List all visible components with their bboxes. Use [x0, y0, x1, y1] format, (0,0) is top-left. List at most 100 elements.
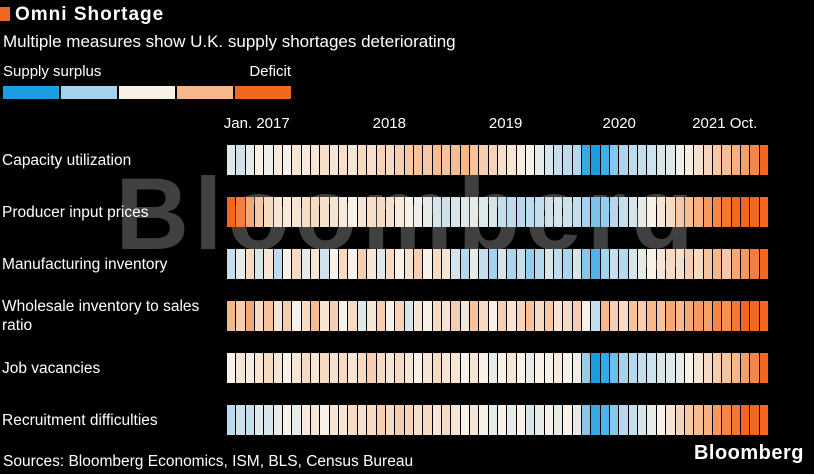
heatmap-cell: [311, 197, 320, 227]
heatmap-cell: [441, 405, 451, 435]
heatmap-cell: [703, 301, 712, 331]
heatmap-cell: [292, 353, 301, 383]
heatmap-cell: [273, 145, 283, 175]
heatmap-cell: [684, 405, 694, 435]
heatmap-cell: [441, 197, 451, 227]
heatmap-cell: [759, 249, 768, 279]
heatmap-cell: [320, 405, 329, 435]
heatmap-row: Wholesale inventory to sales ratio: [0, 298, 814, 334]
legend-color-scale: [3, 86, 291, 99]
heatmap-cell: [647, 249, 656, 279]
heatmap-cell: [413, 145, 423, 175]
heatmap-cell: [563, 353, 572, 383]
heatmap-cell: [488, 197, 497, 227]
heatmap-cell: [264, 405, 273, 435]
heatmap-cell: [441, 249, 451, 279]
heatmap-cell: [600, 197, 610, 227]
heatmap-cell: [348, 145, 357, 175]
heatmap-cell: [666, 353, 675, 383]
heatmap-cell: [712, 301, 722, 331]
heatmap-cell: [591, 301, 600, 331]
heatmap-cell: [385, 353, 395, 383]
heatmap-cell: [582, 197, 591, 227]
heatmap-cell: [731, 405, 740, 435]
heatmap-cell: [722, 145, 731, 175]
heatmap-cell: [619, 249, 628, 279]
heatmap-cell: [666, 145, 675, 175]
bloomberg-logo: Bloomberg: [693, 442, 804, 464]
heatmap-cell: [694, 301, 703, 331]
heatmap-cell: [441, 301, 451, 331]
heatmap-cell: [255, 353, 264, 383]
heatmap-cell: [339, 405, 348, 435]
heatmap-cell: [731, 301, 740, 331]
heatmap-cell: [582, 405, 591, 435]
heatmap-cell: [460, 353, 469, 383]
heatmap-cell: [544, 301, 554, 331]
heatmap-cell: [227, 197, 236, 227]
color-legend: Supply surplus Deficit: [3, 63, 291, 99]
heatmap-cell: [273, 197, 283, 227]
heatmap-cell: [722, 353, 731, 383]
x-axis-tick: 2020: [602, 115, 636, 132]
legend-segment: [119, 86, 175, 99]
heatmap-cell: [572, 301, 582, 331]
x-axis-tick: 2018: [372, 115, 406, 132]
heatmap-cell: [404, 197, 413, 227]
heatmap-cell: [395, 145, 404, 175]
heatmap-cell: [339, 301, 348, 331]
heatmap-cell: [432, 145, 441, 175]
heatmap-cell: [619, 301, 628, 331]
heatmap-cell: [460, 301, 469, 331]
heatmap-cell: [395, 197, 404, 227]
heatmap-cell: [479, 249, 488, 279]
heatmap-cell: [329, 405, 339, 435]
heatmap-cell: [638, 197, 647, 227]
heatmap-cell: [385, 197, 395, 227]
heatmap-cell: [526, 301, 535, 331]
heatmap-cell: [712, 197, 722, 227]
heatmap-cell: [684, 301, 694, 331]
heatmap-cell: [656, 405, 666, 435]
heatmap-cell: [236, 301, 245, 331]
heatmap-cell: [255, 249, 264, 279]
heatmap-cell: [339, 145, 348, 175]
heatmap-cell: [750, 405, 759, 435]
heatmap-cell: [236, 197, 245, 227]
heatmap-cell: [722, 197, 731, 227]
heatmap-cell: [451, 249, 460, 279]
heatmap-cell: [348, 301, 357, 331]
heatmap-cell: [628, 249, 638, 279]
heatmap-cell: [469, 353, 479, 383]
heatmap-cell: [283, 249, 292, 279]
heatmap-cell: [227, 405, 236, 435]
heatmap-cell: [320, 249, 329, 279]
legend-segment: [3, 86, 59, 99]
heatmap-cell: [507, 197, 516, 227]
heatmap-cell: [572, 405, 582, 435]
heatmap-cell: [591, 249, 600, 279]
heatmap-cell: [488, 145, 497, 175]
heatmap-cell: [526, 353, 535, 383]
chart-subtitle: Multiple measures show U.K. supply short…: [3, 32, 456, 51]
heatmap-cell: [357, 405, 367, 435]
heatmap-strip: [227, 197, 768, 227]
heatmap-cell: [610, 405, 619, 435]
heatmap-cell: [638, 249, 647, 279]
heatmap-cell: [544, 405, 554, 435]
heatmap-cell: [488, 405, 497, 435]
heatmap-cell: [740, 405, 750, 435]
heatmap-cell: [703, 197, 712, 227]
heatmap-cell: [554, 145, 563, 175]
heatmap-cell: [320, 197, 329, 227]
heatmap-cell: [357, 249, 367, 279]
heatmap-cell: [479, 405, 488, 435]
heatmap-cell: [357, 301, 367, 331]
heatmap-cell: [357, 197, 367, 227]
heatmap-cell: [311, 405, 320, 435]
row-label: Manufacturing inventory: [2, 255, 168, 273]
sources-note: Sources: Bloomberg Economics, ISM, BLS, …: [3, 453, 414, 470]
heatmap-rows: Capacity utilization Producer input price…: [0, 145, 814, 457]
heatmap-cell: [367, 197, 376, 227]
heatmap-cell: [712, 405, 722, 435]
